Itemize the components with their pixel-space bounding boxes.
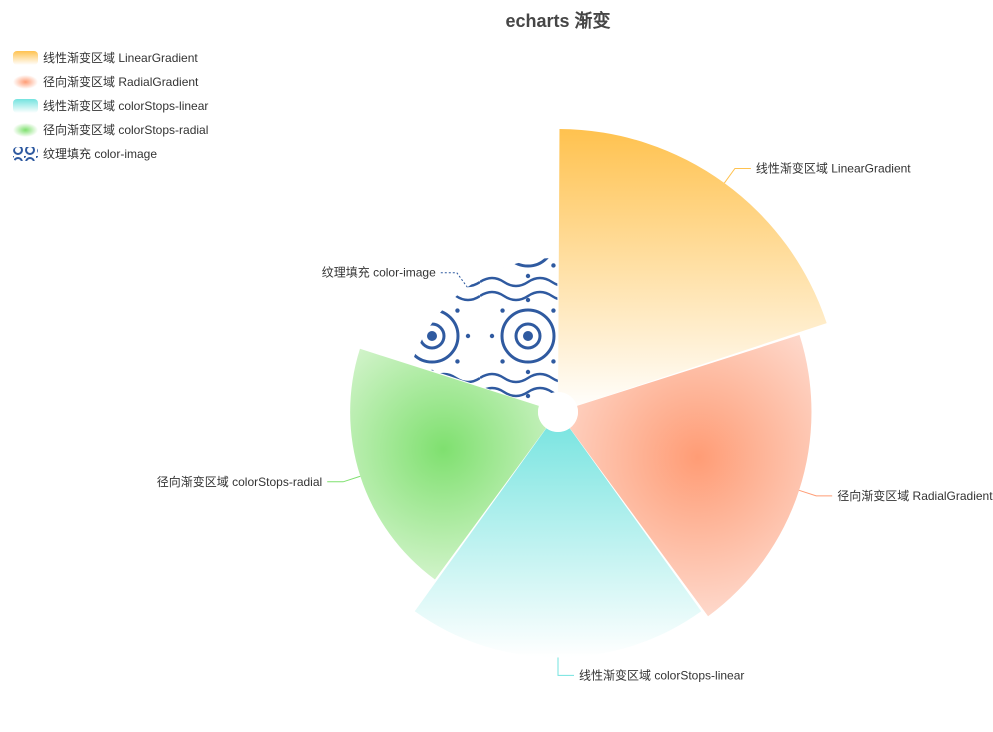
- legend-swatch-1: [13, 51, 38, 65]
- legend-item-5[interactable]: 纹理填充 color-image: [13, 146, 157, 161]
- legend-item-4[interactable]: 径向渐变区域 colorStops-radial: [13, 122, 208, 137]
- legend-label-4: 径向渐变区域 colorStops-radial: [43, 122, 208, 137]
- label-line-3: [557, 657, 574, 676]
- legend-label-5: 纹理填充 color-image: [43, 146, 157, 161]
- legend-label-2: 径向渐变区域 RadialGradient: [43, 74, 199, 89]
- legend-swatch-3: [13, 99, 38, 113]
- chart-title: echarts 渐变: [505, 10, 610, 31]
- legend-label-1: 线性渐变区域 LinearGradient: [43, 50, 198, 65]
- pie-slice-2[interactable]: [569, 334, 812, 617]
- pie-slice-3[interactable]: [414, 428, 702, 658]
- legend-swatch-2: [13, 75, 38, 89]
- pie-slice-4[interactable]: [350, 348, 547, 580]
- legend-swatch-5: [13, 147, 38, 161]
- legend-item-1[interactable]: 线性渐变区域 LinearGradient: [13, 50, 198, 65]
- legend-swatch-4: [13, 123, 38, 137]
- label-line-4: [327, 475, 361, 483]
- slice-label-2: 径向渐变区域 RadialGradient: [837, 488, 993, 503]
- legend-label-3: 线性渐变区域 colorStops-linear: [43, 98, 208, 113]
- label-line-5: [440, 272, 468, 288]
- pie-center-hole: [538, 392, 578, 432]
- legend-item-3[interactable]: 线性渐变区域 colorStops-linear: [13, 98, 208, 113]
- pie-slice-5[interactable]: [411, 257, 558, 406]
- slice-label-5: 纹理填充 color-image: [322, 265, 436, 280]
- legend-item-2[interactable]: 径向渐变区域 RadialGradient: [13, 74, 199, 89]
- label-line-1: [723, 167, 751, 184]
- label-line-2: [798, 489, 833, 497]
- pie-slice-1[interactable]: [558, 129, 827, 406]
- slice-label-1: 线性渐变区域 LinearGradient: [756, 160, 911, 175]
- slice-label-3: 线性渐变区域 colorStops-linear: [579, 667, 744, 682]
- slice-label-4: 径向渐变区域 colorStops-radial: [157, 474, 322, 489]
